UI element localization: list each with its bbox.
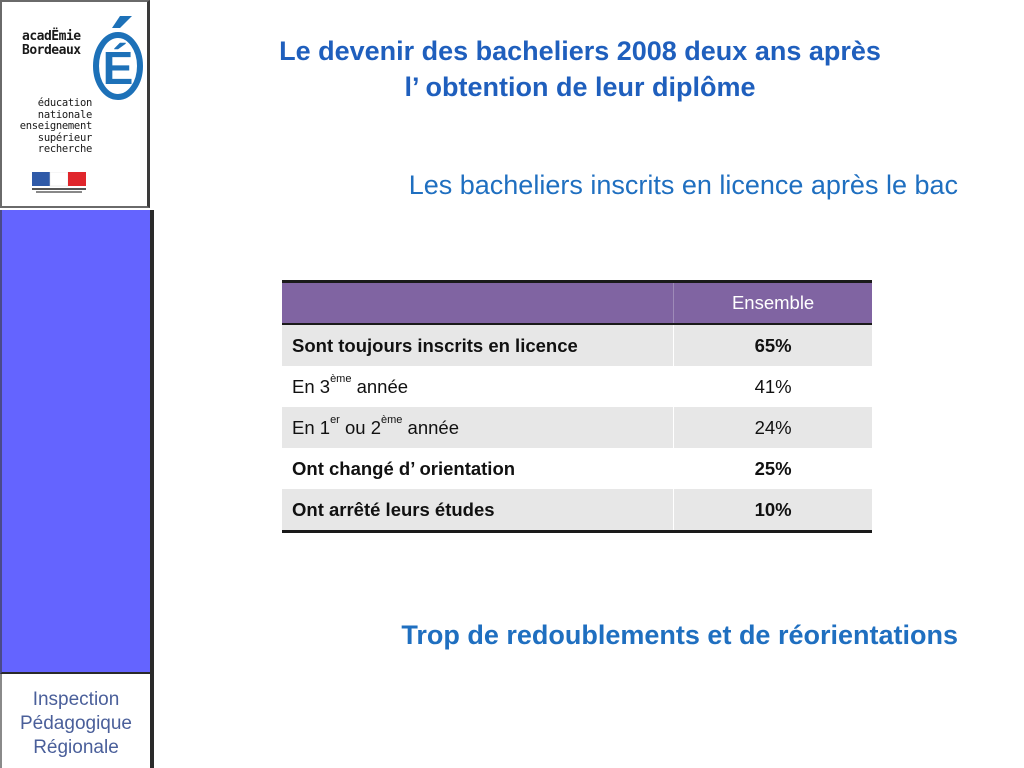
logo-ministry-text: éducation nationale enseignement supérie… [10, 97, 93, 156]
ipr-line-2: Pédagogique [20, 713, 132, 734]
row-label: Ont arrêté leurs études [282, 489, 675, 533]
logo-academie-text: acadЁmie Bordeaux [22, 30, 81, 58]
table-row: Ont changé d’ orientation 25% [282, 448, 872, 489]
slide-conclusion: Trop de redoublements et de réorientatio… [401, 620, 958, 650]
row-label-prefix: En 1 [292, 416, 331, 438]
ipr-line-1: Inspection [32, 689, 120, 710]
row-label: En 1er ou 2ème année [282, 407, 675, 448]
slide-subtitle: Les bacheliers inscrits en licence après… [408, 170, 958, 200]
slide-title-line-1: Le devenir des bacheliers 2008 deux ans … [279, 36, 881, 66]
table-header-row: Ensemble [282, 280, 872, 325]
logo-bordeaux-line: Bordeaux [22, 43, 81, 58]
academie-bordeaux-logo: acadЁmie Bordeaux É éducation nationale … [0, 0, 150, 208]
table-row: Ont arrêté leurs études 10% [282, 489, 872, 533]
table-row: Sont toujours inscrits en licence 65% [282, 324, 872, 366]
row-label-suffix: année [402, 416, 459, 438]
row-value: 10% [673, 489, 872, 533]
table-row: En 3ème année 41% [282, 366, 872, 407]
row-label-suffix: année [351, 375, 409, 397]
table-header-ensemble: Ensemble [673, 280, 872, 325]
row-value: 25% [673, 448, 872, 489]
row-label: Sont toujours inscrits en licence [282, 324, 675, 366]
ministry-line: éducation [37, 97, 93, 109]
republic-flag-icon [32, 172, 86, 193]
row-label: Ont changé d’ orientation [282, 448, 675, 489]
svg-text:É: É [103, 42, 134, 94]
row-label-sup2: ème [381, 414, 403, 427]
slide-title: Le devenir des bacheliers 2008 deux ans … [180, 33, 980, 105]
ipr-line-3: Régionale [33, 737, 119, 758]
row-value: 24% [673, 407, 872, 448]
table-row: En 1er ou 2ème année 24% [282, 407, 872, 448]
row-value: 65% [673, 324, 872, 366]
inspection-pedagogique-label: Inspection Pédagogique Régionale [0, 674, 154, 768]
row-label: En 3ème année [282, 366, 675, 407]
ministry-line: recherche [37, 143, 93, 155]
ministry-line: supérieur [37, 131, 93, 144]
results-table: Ensemble Sont toujours inscrits en licen… [282, 280, 872, 533]
slide-title-line-2: l’ obtention de leur diplôme [404, 72, 756, 102]
ministry-line: enseignement [19, 120, 93, 132]
row-label-prefix: En 3 [292, 375, 331, 397]
logo-e-icon: É [93, 16, 143, 100]
row-label-sup: ème [330, 373, 352, 386]
table-header-label [282, 280, 675, 325]
logo-academie-line: acadЁmie [22, 29, 81, 44]
row-value: 41% [673, 366, 872, 407]
row-label-mid: ou 2 [339, 416, 381, 438]
row-label-sup: er [330, 414, 340, 427]
ministry-line: nationale [37, 108, 93, 121]
sidebar-blue-panel [0, 210, 154, 674]
left-sidebar: acadЁmie Bordeaux É éducation nationale … [0, 0, 154, 768]
